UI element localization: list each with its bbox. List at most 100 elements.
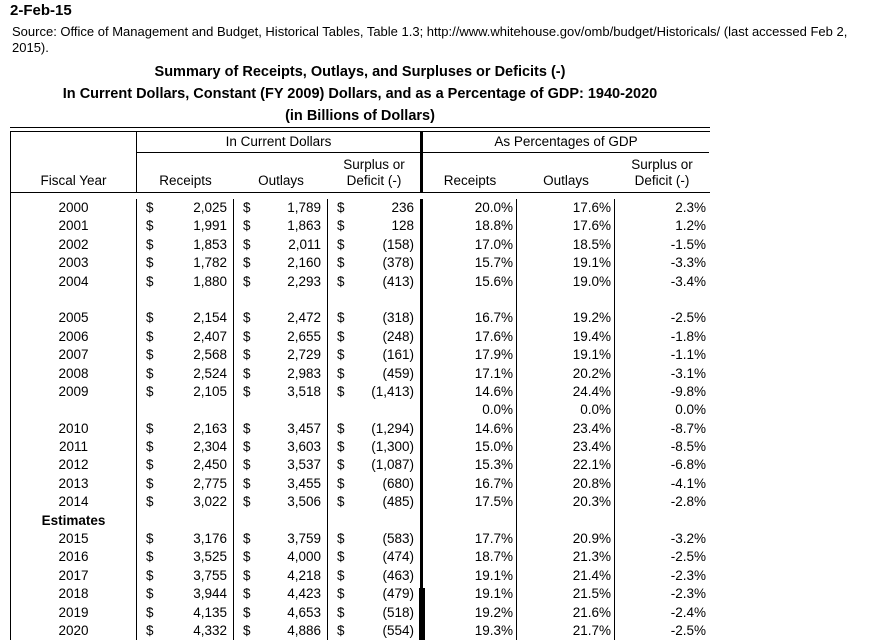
outlays-current-value: 2,472	[287, 310, 321, 326]
receipts-current-cell: $ 2,025	[137, 199, 234, 218]
outlays-gdp-cell: 17.6%	[517, 217, 615, 236]
outlays-current-value: 3,759	[287, 531, 321, 547]
surplus-gdp-cell	[615, 512, 709, 530]
surplus-gdp-cell: -1.5%	[670, 236, 706, 252]
surplus-current-value	[414, 291, 420, 309]
currency-symbol: $	[146, 365, 154, 381]
receipts-current-cell: $ 2,568	[137, 346, 234, 365]
currency-symbol: $	[146, 255, 154, 271]
receipts-gdp-cell: 19.3%	[423, 621, 517, 640]
outlays-current-cell: $ 3,518	[234, 382, 328, 402]
outlays-current-cell: $ 4,000	[234, 548, 328, 567]
surplus-current-cell	[328, 290, 423, 310]
fiscal-year-cell: 2017	[11, 566, 137, 586]
receipts-current-value	[227, 401, 233, 419]
surplus-gdp-cell: -3.2%	[670, 531, 706, 547]
fiscal-year-cell: Estimates	[11, 511, 137, 531]
currency-symbol	[328, 401, 337, 419]
receipts-current-cell: $ 3,525	[137, 548, 234, 567]
fiscal-year-cell: 2010	[11, 419, 137, 439]
currency-symbol: $	[146, 457, 154, 473]
outlays-current-cell	[234, 511, 328, 531]
outlays-current-cell: $ 2,655	[234, 327, 328, 347]
receipts-gdp-cell: 0.0%	[423, 401, 517, 420]
receipts-current-value: 2,568	[193, 347, 227, 363]
document-title-block: Summary of Receipts, Outlays, and Surplu…	[10, 61, 710, 127]
outlays-current-value: 4,423	[287, 586, 321, 602]
receipts-gdp-cell: 15.6%	[423, 272, 517, 291]
col-header-receipts-gdp-label: Receipts	[443, 173, 497, 188]
receipts-gdp-cell: 17.5%	[423, 493, 517, 512]
currency-symbol: $	[146, 347, 154, 363]
currency-symbol: $	[243, 218, 251, 234]
currency-symbol: $	[146, 475, 154, 491]
surplus-gdp-cell: 1.2%	[675, 218, 706, 234]
outlays-gdp-cell: 20.9%	[517, 530, 615, 549]
surplus-current-cell: $ (485)	[328, 493, 423, 512]
table-row: 2003 $ 1,782 $ 2,160 $ (378)	[11, 254, 710, 273]
surplus-gdp-cell: -3.3%	[670, 255, 706, 271]
surplus-current-cell: $ (1,087)	[328, 456, 423, 475]
table-row: 2014 $ 3,022 $ 3,506 $ (485)	[11, 493, 710, 512]
surplus-gdp-cell: -2.3%	[670, 567, 706, 583]
outlays-gdp-cell: 19.1%	[517, 346, 615, 365]
surplus-current-value: (463)	[382, 567, 414, 583]
group-header-spacer	[11, 132, 137, 153]
currency-symbol: $	[337, 218, 345, 234]
currency-symbol	[234, 512, 243, 530]
currency-symbol: $	[146, 494, 154, 510]
receipts-gdp-cell: 16.7%	[423, 309, 517, 328]
surplus-current-value: (518)	[382, 604, 414, 620]
surplus-gdp-cell: -2.8%	[670, 494, 706, 510]
currency-symbol: $	[243, 310, 251, 326]
outlays-gdp-cell	[517, 511, 615, 531]
col-header-surplus-gdp-line2: Deficit (-)	[634, 173, 690, 188]
outlays-current-value: 1,789	[287, 200, 321, 215]
outlays-current-cell: $ 2,293	[234, 272, 328, 291]
receipts-current-value: 4,332	[193, 622, 227, 638]
surplus-current-value: (248)	[382, 328, 414, 344]
table-row: 0.0% 0.0% 0.0%	[11, 401, 710, 420]
outlays-current-value: 2,160	[287, 255, 321, 271]
currency-symbol: $	[337, 475, 345, 491]
outlays-current-value	[321, 291, 327, 309]
surplus-current-cell: $ (248)	[328, 327, 423, 347]
col-header-outlays-gdp-label: Outlays	[543, 173, 589, 188]
surplus-current-cell: $ (413)	[328, 272, 423, 291]
fiscal-year-cell: 2018	[11, 585, 137, 604]
receipts-current-cell: $ 2,450	[137, 456, 234, 475]
currency-symbol: $	[146, 604, 154, 620]
receipts-gdp-cell: 14.6%	[423, 382, 517, 402]
receipts-current-value: 2,524	[193, 365, 227, 381]
fiscal-year-cell	[11, 290, 137, 310]
receipts-gdp-cell	[423, 511, 517, 531]
surplus-current-value: (1,087)	[371, 457, 414, 473]
receipts-current-cell: $ 3,944	[137, 585, 234, 604]
currency-symbol: $	[337, 549, 345, 565]
title-line-1: Summary of Receipts, Outlays, and Surplu…	[154, 64, 566, 80]
surplus-current-cell: $ (161)	[328, 346, 423, 365]
table-row: 2012 $ 2,450 $ 3,537 $ (1,087)	[11, 456, 710, 475]
currency-symbol: $	[146, 586, 154, 602]
receipts-current-cell: $ 3,022	[137, 493, 234, 512]
outlays-current-cell: $ 2,472	[234, 309, 328, 328]
currency-symbol: $	[243, 494, 251, 510]
receipts-current-value: 2,775	[193, 475, 227, 491]
outlays-current-cell: $ 2,983	[234, 364, 328, 383]
currency-symbol: $	[243, 439, 251, 455]
surplus-current-cell: $ (1,300)	[328, 438, 423, 457]
surplus-current-cell: $ (474)	[328, 548, 423, 567]
outlays-gdp-cell: 23.4%	[517, 438, 615, 457]
receipts-current-cell: $ 1,880	[137, 272, 234, 291]
outlays-gdp-cell: 18.5%	[517, 235, 615, 255]
fiscal-year-cell: 2013	[11, 474, 137, 494]
receipts-current-cell: $ 2,407	[137, 327, 234, 347]
outlays-gdp-cell: 20.3%	[517, 493, 615, 512]
currency-symbol: $	[146, 549, 154, 565]
outlays-current-cell: $ 2,729	[234, 346, 328, 365]
outlays-current-value: 3,506	[287, 494, 321, 510]
currency-symbol: $	[243, 622, 251, 638]
col-header-surplus-line2: Deficit (-)	[346, 173, 402, 188]
receipts-gdp-cell: 17.6%	[423, 327, 517, 347]
surplus-current-value: (161)	[382, 347, 414, 363]
